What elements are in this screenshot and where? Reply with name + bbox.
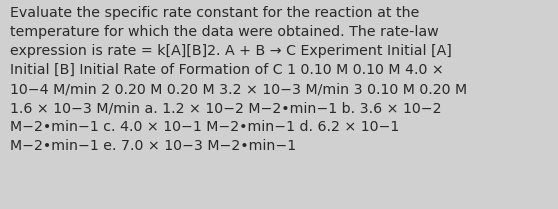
Text: Evaluate the specific rate constant for the reaction at the
temperature for whic: Evaluate the specific rate constant for … [10, 6, 467, 153]
